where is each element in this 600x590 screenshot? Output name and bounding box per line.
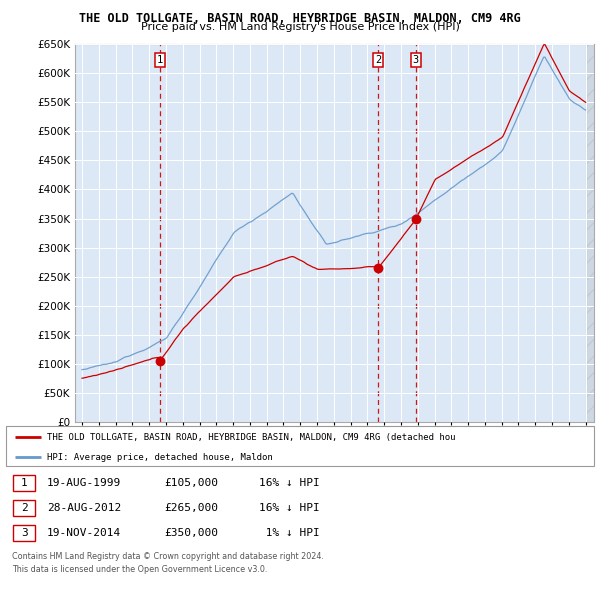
Point bbox=[155, 356, 164, 366]
Text: £105,000: £105,000 bbox=[165, 478, 219, 488]
Text: HPI: Average price, detached house, Maldon: HPI: Average price, detached house, Mald… bbox=[47, 453, 273, 462]
Text: £350,000: £350,000 bbox=[165, 528, 219, 538]
Point bbox=[373, 263, 383, 273]
Text: 2: 2 bbox=[375, 55, 382, 65]
Text: 16% ↓ HPI: 16% ↓ HPI bbox=[259, 478, 320, 488]
Text: 3: 3 bbox=[21, 528, 28, 538]
Bar bbox=[586, 44, 600, 422]
Text: £265,000: £265,000 bbox=[165, 503, 219, 513]
Text: 28-AUG-2012: 28-AUG-2012 bbox=[47, 503, 121, 513]
Text: 3: 3 bbox=[413, 55, 419, 65]
Text: 19-NOV-2014: 19-NOV-2014 bbox=[47, 528, 121, 538]
Text: 1: 1 bbox=[157, 55, 163, 65]
Text: 2: 2 bbox=[21, 503, 28, 513]
Text: 1: 1 bbox=[21, 478, 28, 488]
Point bbox=[411, 214, 421, 223]
FancyBboxPatch shape bbox=[13, 525, 35, 542]
Text: Contains HM Land Registry data © Crown copyright and database right 2024.: Contains HM Land Registry data © Crown c… bbox=[12, 552, 324, 560]
Text: 16% ↓ HPI: 16% ↓ HPI bbox=[259, 503, 320, 513]
Text: This data is licensed under the Open Government Licence v3.0.: This data is licensed under the Open Gov… bbox=[12, 565, 268, 573]
Text: 1% ↓ HPI: 1% ↓ HPI bbox=[259, 528, 320, 538]
FancyBboxPatch shape bbox=[13, 474, 35, 491]
FancyBboxPatch shape bbox=[13, 500, 35, 516]
Text: THE OLD TOLLGATE, BASIN ROAD, HEYBRIDGE BASIN, MALDON, CM9 4RG: THE OLD TOLLGATE, BASIN ROAD, HEYBRIDGE … bbox=[79, 12, 521, 25]
FancyBboxPatch shape bbox=[6, 426, 594, 466]
Text: 19-AUG-1999: 19-AUG-1999 bbox=[47, 478, 121, 488]
Text: Price paid vs. HM Land Registry's House Price Index (HPI): Price paid vs. HM Land Registry's House … bbox=[140, 22, 460, 32]
Text: THE OLD TOLLGATE, BASIN ROAD, HEYBRIDGE BASIN, MALDON, CM9 4RG (detached hou: THE OLD TOLLGATE, BASIN ROAD, HEYBRIDGE … bbox=[47, 432, 455, 442]
